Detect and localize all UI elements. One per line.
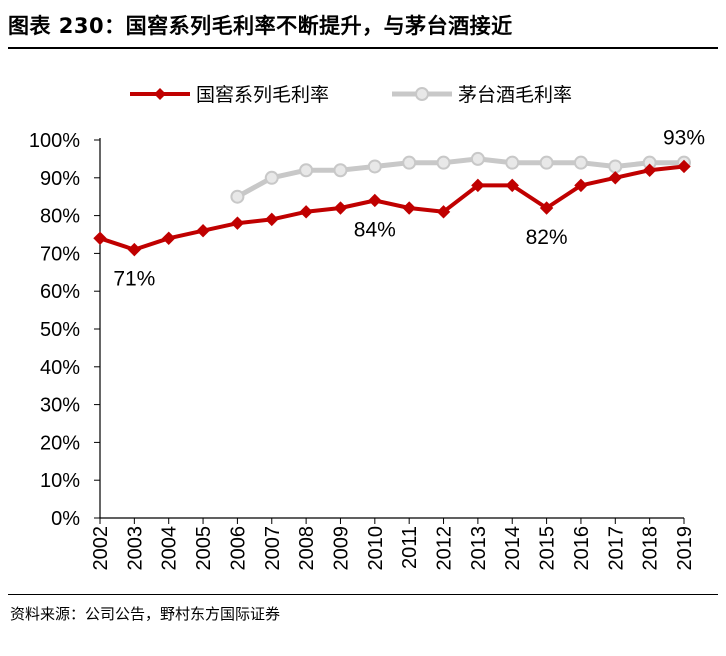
- data-point: [539, 155, 554, 170]
- series-guojiao: [93, 159, 691, 257]
- legend-label: 国窖系列毛利率: [196, 84, 329, 106]
- data-label: 93%: [663, 127, 705, 150]
- y-tick-label: 30%: [40, 395, 80, 417]
- data-label: 71%: [113, 268, 155, 291]
- y-axis: 0% 10% 20% 30% 40% 50% 60% 70% 80% 90% 100%: [29, 130, 101, 530]
- legend-marker: [154, 88, 166, 100]
- y-tick-label: 0%: [51, 508, 80, 530]
- data-point: [264, 170, 279, 185]
- data-point: [196, 224, 210, 238]
- data-point: [230, 189, 245, 204]
- y-tick-label: 60%: [40, 281, 80, 303]
- y-tick-label: 70%: [40, 243, 80, 265]
- data-point: [505, 178, 519, 193]
- x-tick-label: 2018: [640, 526, 662, 571]
- legend: 国窖系列毛利率 茅台酒毛利率: [130, 84, 572, 106]
- x-axis: 2002 2003 2004 2005 2006 2007 2008 2009 2010 2011…: [90, 517, 696, 571]
- y-tick-label: 90%: [40, 168, 80, 190]
- x-tick-label: 2015: [537, 526, 559, 571]
- x-tick-label: 2013: [468, 526, 490, 571]
- data-point: [368, 193, 382, 208]
- data-label: 84%: [354, 218, 396, 241]
- data-point: [402, 155, 417, 170]
- data-point: [608, 159, 623, 174]
- data-point: [539, 201, 554, 215]
- data-point: [367, 159, 382, 174]
- title-divider: [8, 47, 718, 49]
- data-point: [677, 159, 691, 174]
- legend-item-moutai: 茅台酒毛利率: [392, 84, 572, 106]
- x-tick-label: 2012: [434, 526, 456, 571]
- data-point: [230, 216, 245, 230]
- series-line: [98, 164, 686, 252]
- data-point: [573, 155, 588, 170]
- x-tick-label: 2005: [193, 526, 215, 571]
- legend-label: 茅台酒毛利率: [458, 84, 572, 106]
- data-point: [574, 178, 588, 193]
- y-tick-label: 80%: [40, 206, 80, 228]
- x-tick-label: 2004: [159, 526, 181, 571]
- x-tick-label: 2003: [124, 526, 146, 571]
- footer-divider: [8, 594, 718, 595]
- data-point: [642, 163, 657, 177]
- data-point: [505, 155, 520, 170]
- x-tick-label: 2008: [296, 526, 318, 571]
- data-point: [299, 163, 314, 178]
- x-tick-label: 2016: [571, 526, 593, 571]
- x-tick-label: 2017: [605, 526, 627, 571]
- data-point: [471, 178, 485, 193]
- data-point: [127, 242, 142, 257]
- data-point: [608, 171, 623, 185]
- y-tick-label: 10%: [40, 470, 80, 492]
- data-labels: 71% 84% 82% 93%: [113, 127, 705, 291]
- data-point: [265, 212, 279, 227]
- y-tick-label: 20%: [40, 432, 80, 454]
- data-point: [470, 151, 485, 166]
- data-point: [333, 201, 348, 215]
- x-tick-label: 2014: [502, 526, 524, 571]
- series-moutai: [230, 151, 691, 204]
- x-tick-label: 2007: [262, 526, 284, 571]
- data-point: [402, 201, 416, 215]
- source-note: 资料来源：公司公告，野村东方国际证券: [10, 605, 281, 623]
- x-tick-label: 2011: [399, 526, 421, 569]
- y-tick-label: 50%: [40, 319, 80, 341]
- plot-area: [93, 151, 691, 257]
- y-tick-label: 100%: [29, 130, 80, 152]
- data-point: [299, 205, 313, 219]
- data-point: [161, 231, 176, 245]
- data-point: [436, 155, 451, 170]
- x-tick-label: 2009: [330, 526, 352, 571]
- legend-item-guojiao: 国窖系列毛利率: [130, 84, 329, 106]
- x-tick-label: 2002: [90, 526, 112, 571]
- x-tick-label: 2019: [674, 526, 696, 571]
- chart-title: 图表 230：国窖系列毛利率不断提升，与茅台酒接近: [8, 14, 513, 38]
- data-point: [436, 205, 451, 219]
- legend-marker: [415, 87, 429, 101]
- data-point: [93, 231, 107, 245]
- y-tick-label: 40%: [40, 357, 80, 379]
- x-tick-label: 2006: [227, 526, 249, 571]
- data-label: 82%: [526, 226, 568, 249]
- data-point: [333, 163, 348, 178]
- x-tick-label: 2010: [365, 526, 387, 571]
